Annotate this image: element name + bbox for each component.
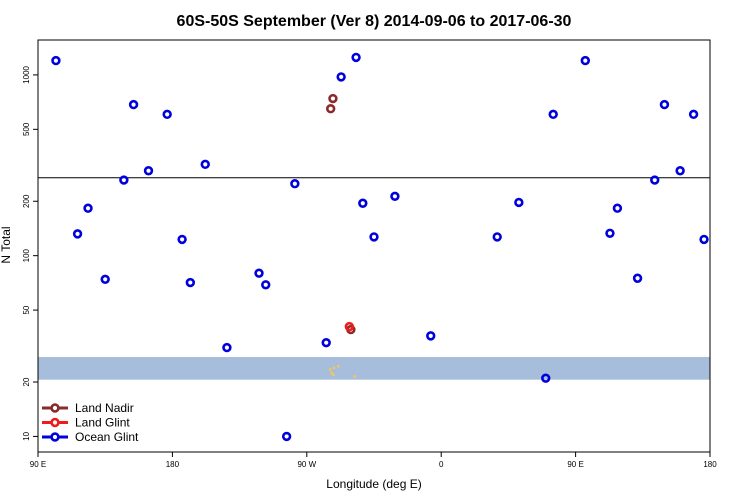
ocean-glint-point <box>177 234 187 245</box>
land-mark <box>332 366 336 370</box>
ocean-glint-point <box>541 373 551 383</box>
ocean-glint-point <box>688 109 699 120</box>
ocean-glint-point <box>290 179 300 189</box>
ocean-glint-point <box>548 109 558 120</box>
ocean-glint-point <box>492 232 502 242</box>
ocean-glint-point <box>612 203 623 213</box>
ocean-glint-point <box>426 331 436 341</box>
ocean-glint-point <box>514 197 524 208</box>
legend-marker-ocean-glint <box>50 432 60 442</box>
ocean-glint-point <box>699 234 709 245</box>
plot-frame <box>37 39 711 453</box>
x-tick-label: 90 E <box>567 460 583 469</box>
ocean-glint-point <box>351 52 361 63</box>
ocean-glint-point <box>222 342 232 353</box>
ocean-glint-point <box>336 72 346 82</box>
ocean-glint-point <box>605 228 615 238</box>
y-tick-label: 200 <box>22 194 31 208</box>
ocean-glint-point <box>72 229 83 239</box>
y-tick-label: 20 <box>22 377 31 386</box>
land-mark <box>353 375 357 378</box>
ocean-glint-point <box>100 274 110 285</box>
land-nadir-point <box>325 104 336 114</box>
legend-marker-land-nadir <box>50 403 60 413</box>
x-axis-title: Longitude (deg E) <box>326 477 421 491</box>
ocean-glint-point <box>659 99 670 110</box>
ocean-glint-point <box>358 198 368 208</box>
land-mark <box>330 371 333 375</box>
shaded-band <box>38 357 710 380</box>
legend-label-land-nadir: Land Nadir <box>75 401 134 415</box>
ocean-glint-point <box>390 191 400 202</box>
legend-label-land-glint: Land Glint <box>75 416 130 430</box>
ocean-glint-point <box>281 431 292 442</box>
x-tick-label: 180 <box>703 460 717 469</box>
land-mark <box>331 373 335 377</box>
ocean-glint-point <box>51 55 61 66</box>
legend-entry-land-nadir: Land Nadir <box>42 401 134 415</box>
legend-label-ocean-glint: Ocean Glint <box>75 430 139 444</box>
ocean-glint-point <box>632 273 643 283</box>
ocean-glint-point <box>254 268 264 278</box>
land-mark <box>328 368 332 371</box>
ocean-glint-point <box>200 159 210 170</box>
ocean-glint-point <box>321 337 331 348</box>
ocean-glint-point <box>650 175 660 185</box>
axes-layer: 90 E 180 90 W 0 90 E 180 10 20 50 100 200 500 1000 <box>22 65 717 469</box>
chart-title: 60S-50S September (Ver 8) 2014-09-06 to … <box>177 13 572 30</box>
band-layer <box>38 357 710 380</box>
x-tick-label: 90 E <box>30 460 46 469</box>
ocean-glint-point <box>119 175 129 185</box>
y-tick-label: 10 <box>22 431 31 440</box>
ocean-glint-point <box>185 277 196 288</box>
legend-entry-land-glint: Land Glint <box>42 416 130 430</box>
ocean-glint-point <box>261 280 271 290</box>
y-tick-label: 1000 <box>22 65 31 83</box>
ocean-glint-point <box>143 166 154 176</box>
ocean-glint-point <box>162 109 172 120</box>
land-marks-layer <box>328 365 357 378</box>
points-layer <box>51 52 709 442</box>
legend-marker-land-glint <box>50 417 60 428</box>
ocean-glint-point <box>83 203 93 213</box>
ocean-glint-point <box>580 55 591 66</box>
land-nadir-point <box>328 93 338 104</box>
x-tick-label: 180 <box>166 460 180 469</box>
x-tick-label: 0 <box>439 460 444 469</box>
land-glint-point <box>344 321 355 332</box>
y-axis-title: N Total <box>0 226 13 263</box>
legend-entry-ocean-glint: Ocean Glint <box>42 430 139 444</box>
ocean-glint-point <box>128 99 139 110</box>
ocean-glint-point <box>369 232 379 242</box>
y-tick-label: 500 <box>22 122 31 136</box>
y-tick-label: 50 <box>22 305 31 314</box>
ocean-glint-point <box>675 166 685 176</box>
land-mark <box>337 365 340 368</box>
y-tick-label: 100 <box>22 248 31 262</box>
x-tick-label: 90 W <box>297 460 316 469</box>
